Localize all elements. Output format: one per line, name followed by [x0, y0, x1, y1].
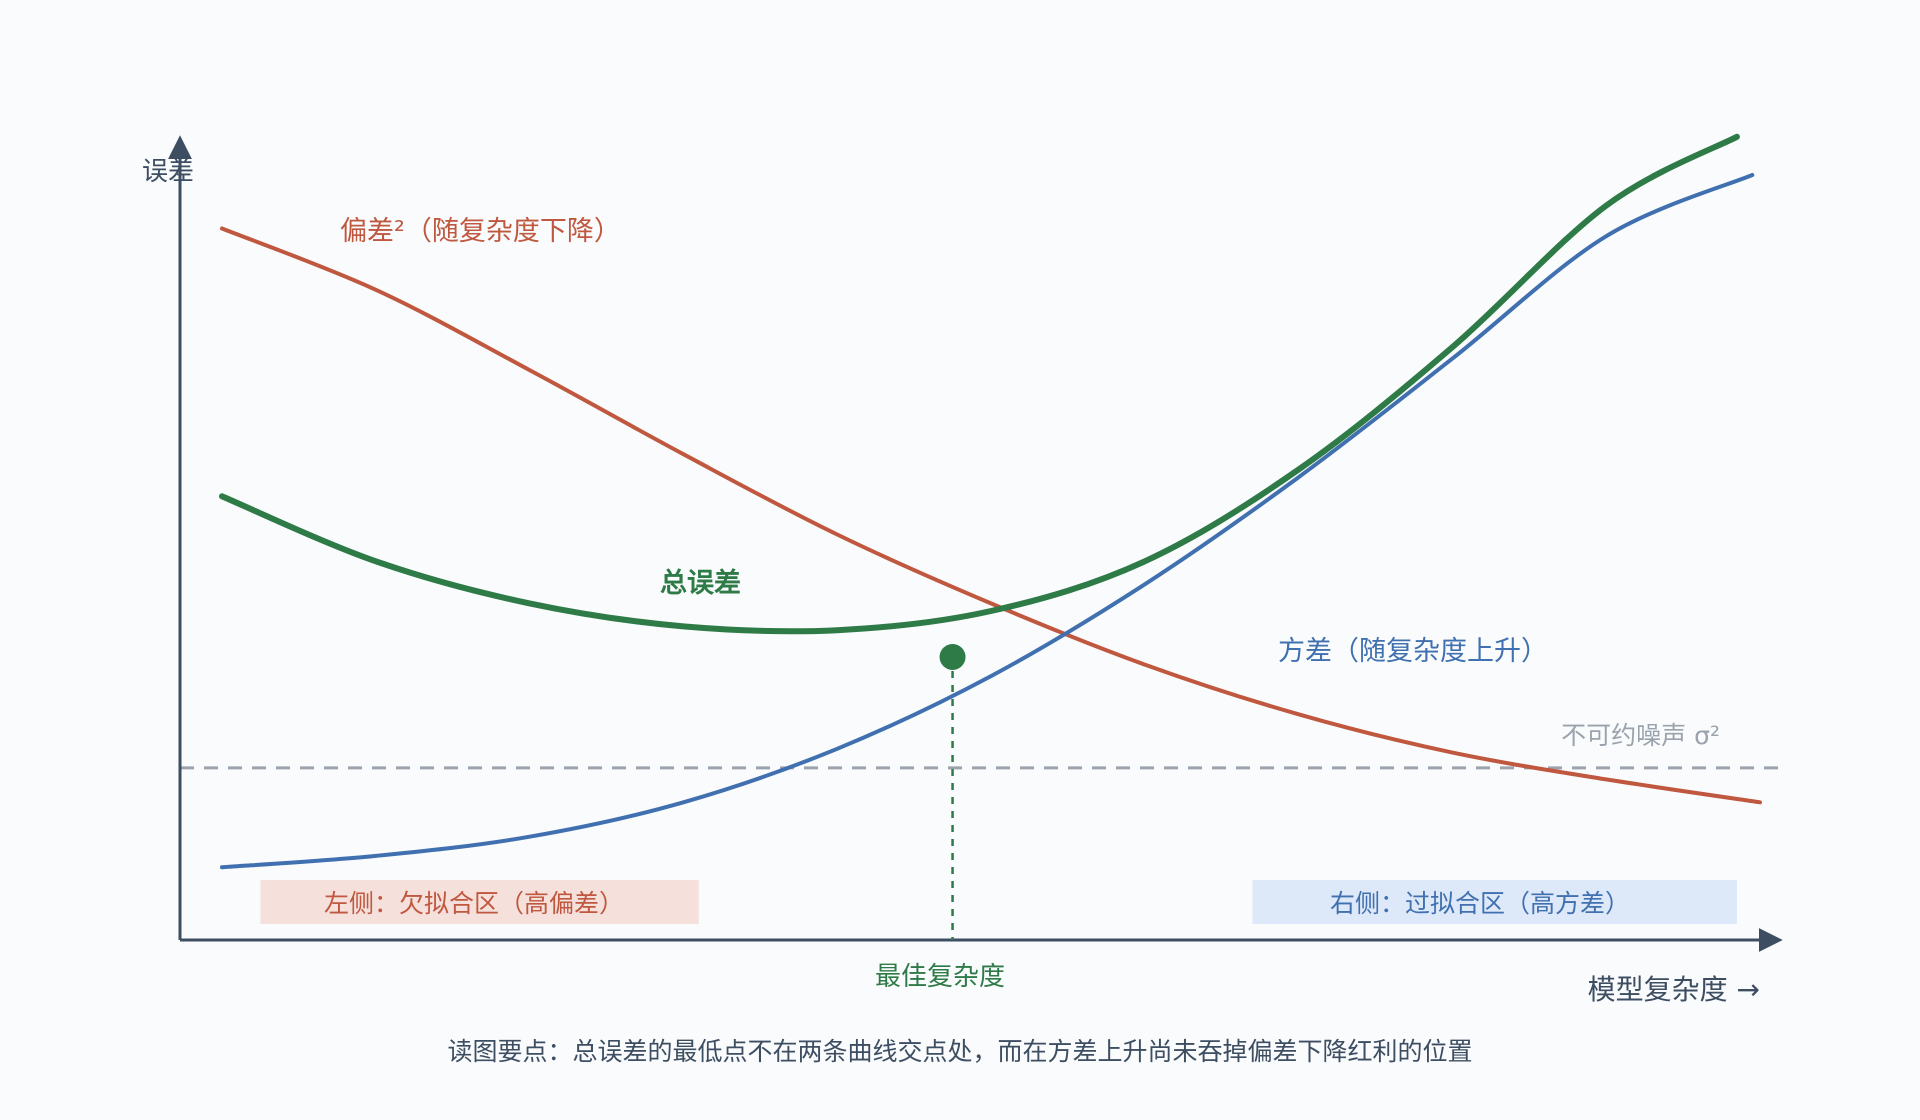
variance-curve: [220, 173, 1755, 870]
overfit-region-label: 右侧：过拟合区（高方差）: [1330, 889, 1630, 918]
y-axis-label: 误差: [142, 157, 194, 187]
total-error-curve: [219, 133, 1740, 635]
bias-series-label: 偏差²（随复杂度下降）: [340, 216, 621, 247]
variance-series-label: 方差（随复杂度上升）: [1278, 636, 1548, 667]
underfit-region-label: 左侧：欠拟合区（高偏差）: [324, 889, 624, 918]
optimal-complexity-label: 最佳复杂度: [875, 962, 1005, 992]
chart-caption: 读图要点：总误差的最低点不在两条曲线交点处，而在方差上升尚未吞掉偏差下降红利的位…: [447, 1037, 1472, 1066]
noise-label: 不可约噪声 σ²: [1561, 721, 1720, 750]
x-axis-label: 模型复杂度 →: [1588, 973, 1760, 1006]
overfit-region-band: [1252, 880, 1737, 924]
axes-layer: [168, 135, 1783, 952]
optimal-point-marker: [939, 643, 966, 670]
bias-squared-curve: [220, 226, 1762, 805]
underfit-region-band: [260, 880, 699, 924]
optimal-layer: [939, 643, 966, 940]
total-error-series-label: 总误差: [660, 567, 741, 599]
region-layer: [260, 880, 1737, 924]
text-layer: 误差 模型复杂度 → 偏差²（随复杂度下降） 总误差 方差（随复杂度上升） 不可…: [142, 157, 1760, 1066]
series-layer: [219, 133, 1762, 870]
